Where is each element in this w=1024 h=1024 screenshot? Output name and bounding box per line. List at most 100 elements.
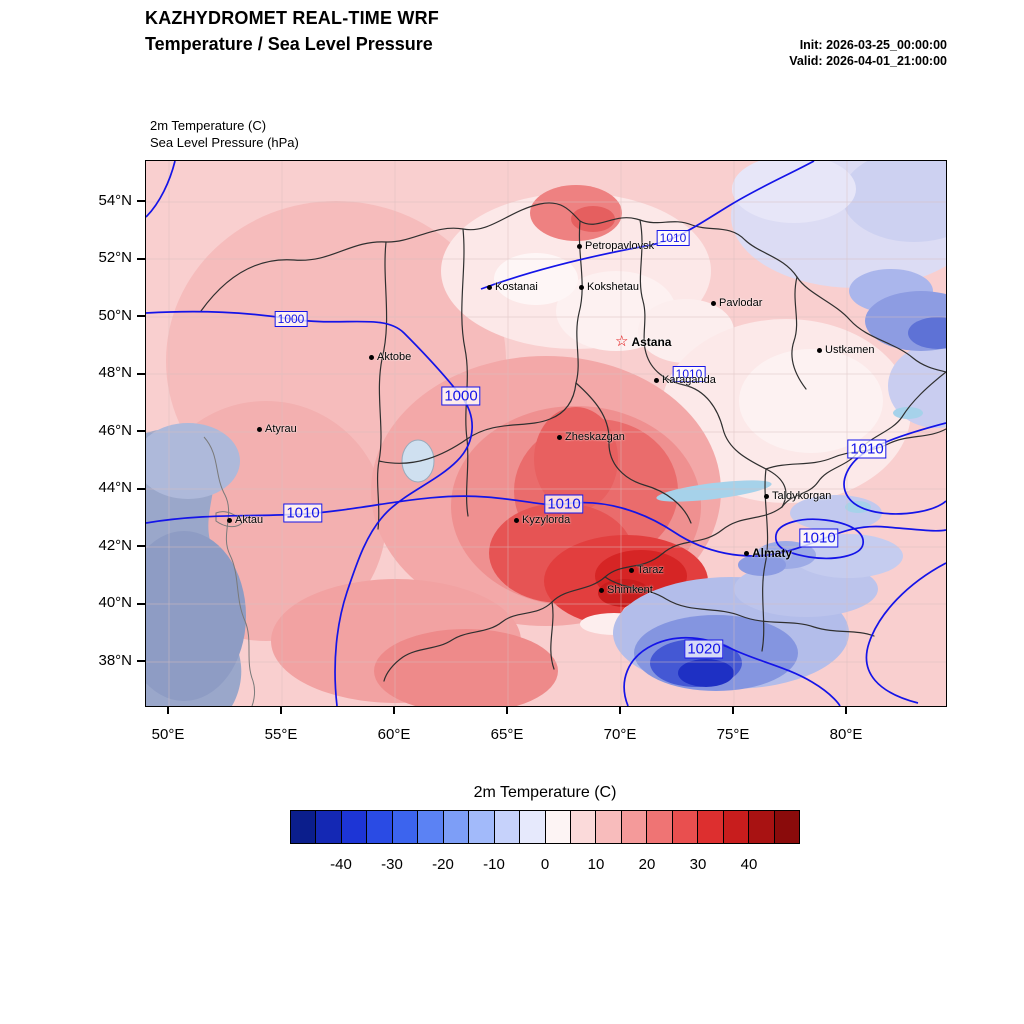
city-label: Pavlodar — [719, 297, 763, 309]
city-label: Shimkent — [607, 584, 653, 596]
colorbar-tick-label: 30 — [689, 856, 707, 873]
isobar-label: 1010 — [283, 503, 323, 523]
city-taldykorgan: Taldykorgan — [764, 490, 831, 502]
colorbar-cell — [392, 811, 419, 843]
field-labels: 2m Temperature (C) Sea Level Pressure (h… — [150, 117, 299, 151]
lat-label-38n: 38°N — [98, 652, 132, 669]
colorbar-cell — [672, 811, 699, 843]
lat-tick — [137, 545, 145, 547]
city-aktau: Aktau — [227, 514, 263, 526]
city-label: Kostanai — [495, 281, 538, 293]
city-dot-icon — [487, 284, 492, 290]
colorbar-cell — [520, 811, 546, 843]
lat-tick — [137, 373, 145, 375]
city-kyzylorda: Kyzylorda — [514, 514, 570, 526]
lon-tick — [732, 706, 734, 714]
city-label: Karaganda — [662, 374, 716, 386]
lat-label-52n: 52°N — [98, 249, 132, 266]
colorbar-cell — [494, 811, 521, 843]
city-dot-icon — [599, 587, 604, 593]
lat-tick — [137, 488, 145, 490]
lat-tick — [137, 200, 145, 202]
city-aktobe: Aktobe — [369, 351, 411, 363]
city-dot-icon — [744, 550, 749, 556]
city-label: Zheskazgan — [565, 431, 625, 443]
star-icon: ☆ — [615, 333, 629, 350]
colorbar-cell — [596, 811, 622, 843]
lat-label-48n: 48°N — [98, 364, 132, 381]
plot-subtitle: Temperature / Sea Level Pressure — [145, 34, 433, 54]
lon-label-55e: 55°E — [264, 726, 298, 743]
isobar-label: 1010 — [799, 528, 839, 548]
city-almaty: Almaty — [744, 546, 792, 560]
lon-tick — [506, 706, 508, 714]
colorbar-tick-label: -30 — [381, 856, 403, 873]
colorbar-title: 2m Temperature (C) — [473, 784, 617, 801]
colorbar-tick-label: 0 — [540, 856, 550, 873]
colorbar-tick-label: -10 — [483, 856, 505, 873]
colorbar-tick-label: -20 — [432, 856, 454, 873]
colorbar-cell — [621, 811, 648, 843]
city-dot-icon — [579, 284, 584, 290]
lat-label-50n: 50°N — [98, 307, 132, 324]
city-label: Almaty — [752, 546, 793, 560]
city-label: Atyrau — [265, 423, 297, 435]
lat-label-54n: 54°N — [98, 192, 132, 209]
isobar-label: 1000 — [441, 386, 481, 406]
city-label: Kyzylorda — [522, 514, 571, 526]
city-dot-icon — [257, 426, 262, 432]
run-info: Init: 2026-03-25_00:00:00 Valid: 2026-04… — [789, 37, 947, 69]
lat-tick — [137, 660, 145, 662]
colorbar-cell — [774, 811, 800, 843]
lon-label-80e: 80°E — [829, 726, 863, 743]
field-label-pressure: Sea Level Pressure (hPa) — [150, 135, 299, 150]
isobar-label: 1010 — [672, 366, 706, 382]
city-ustkamen: Ustkamen — [817, 344, 875, 356]
lat-label-40n: 40°N — [98, 594, 132, 611]
city-label: Taldykorgan — [772, 490, 832, 502]
lon-tick — [393, 706, 395, 714]
city-pavlodar: Pavlodar — [711, 297, 762, 309]
lat-tick — [137, 258, 145, 260]
isobar-label: 1010 — [544, 494, 584, 514]
city-label: Astana — [631, 335, 672, 349]
colorbar-cell — [316, 811, 342, 843]
city-dot-icon — [227, 517, 232, 523]
city-kostanai: Kostanai — [487, 281, 538, 293]
colorbar-cell — [698, 811, 724, 843]
city-petropavlovsk: Petropavlovsk — [577, 240, 654, 252]
lat-label-44n: 44°N — [98, 479, 132, 496]
city-taraz: Taraz — [629, 564, 664, 576]
isobar-label: 1010 — [656, 230, 690, 246]
graticule — [146, 161, 946, 706]
colorbar-tick-label: 40 — [740, 856, 758, 873]
field-label-temperature: 2m Temperature (C) — [150, 118, 267, 133]
city-astana: ☆ Astana — [615, 333, 672, 350]
city-dot-icon — [764, 493, 769, 499]
lon-label-75e: 75°E — [716, 726, 750, 743]
colorbar-tick-label: -40 — [330, 856, 352, 873]
city-dot-icon — [369, 354, 374, 360]
city-dot-icon — [557, 434, 562, 440]
city-dot-icon — [654, 377, 659, 383]
city-label: Ustkamen — [825, 344, 875, 356]
init-time: Init: 2026-03-25_00:00:00 — [799, 38, 947, 52]
lat-tick — [137, 603, 145, 605]
city-label: Kokshetau — [587, 281, 639, 293]
isobar-label: 1010 — [847, 439, 887, 459]
city-dot-icon — [577, 243, 582, 249]
city-karaganda: Karaganda — [654, 374, 716, 386]
lat-label-42n: 42°N — [98, 537, 132, 554]
colorbar-bar — [290, 810, 800, 844]
city-shimkent: Shimkent — [599, 584, 653, 596]
city-label: Aktau — [235, 514, 264, 526]
colorbar-tick-label: 20 — [638, 856, 656, 873]
colorbar-cell — [418, 811, 444, 843]
city-label: Aktobe — [377, 351, 412, 363]
lon-tick — [280, 706, 282, 714]
city-dot-icon — [711, 300, 716, 306]
city-dot-icon — [514, 517, 519, 523]
colorbar-cell — [469, 811, 495, 843]
city-dot-icon — [629, 567, 634, 573]
